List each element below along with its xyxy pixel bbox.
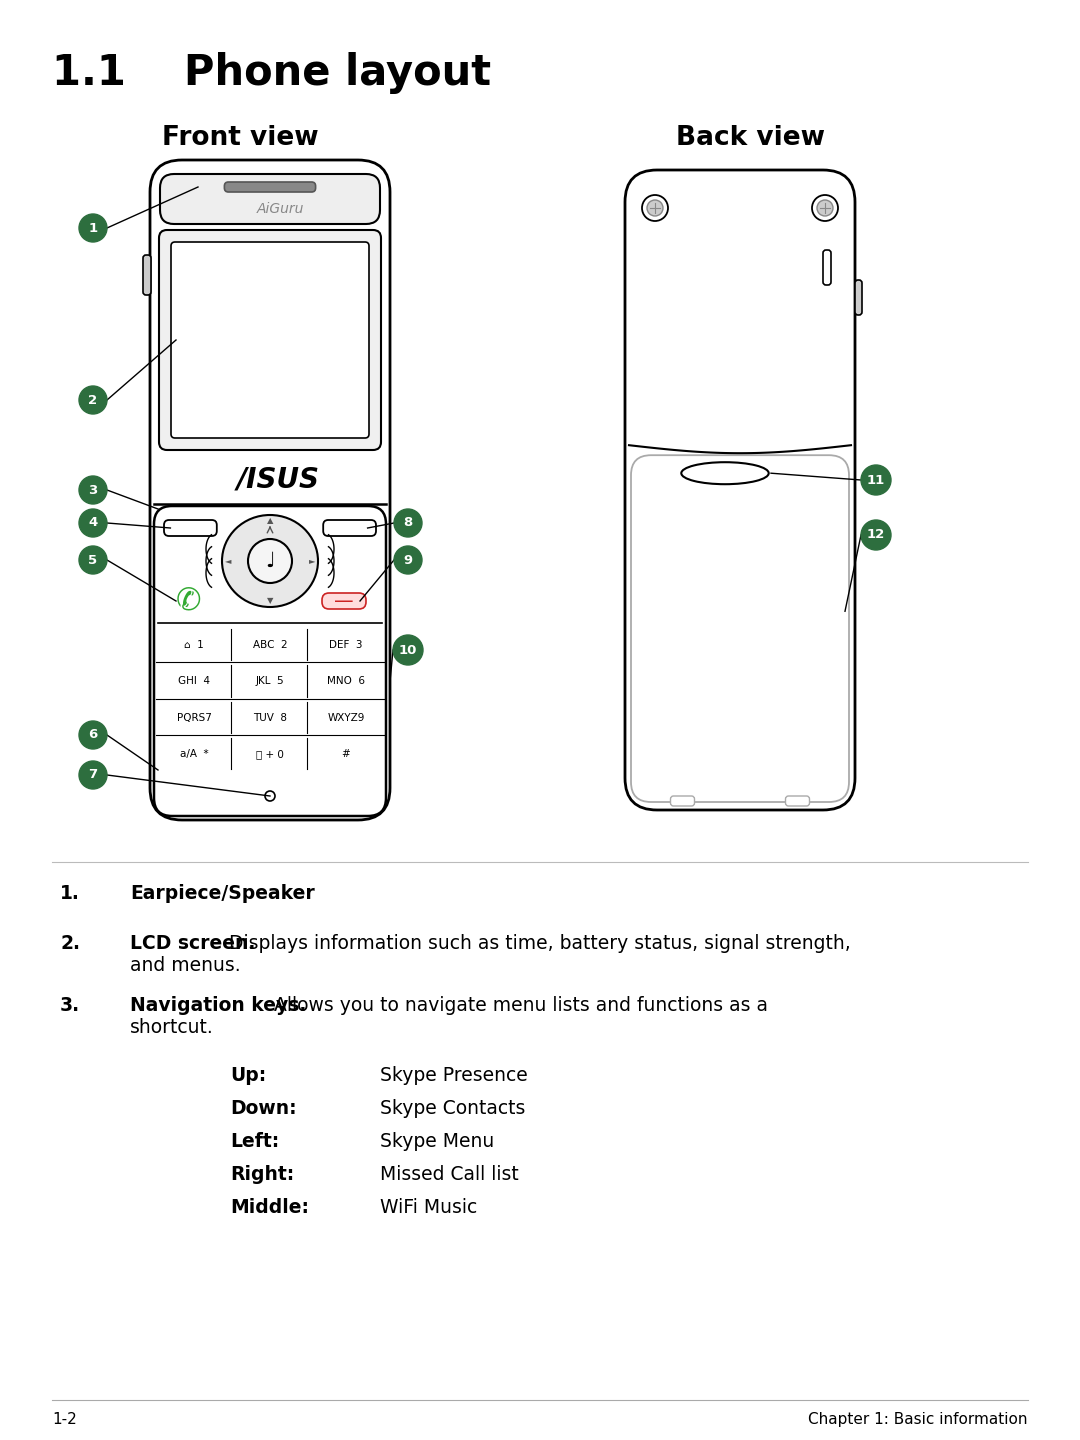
Text: Allows you to navigate menu lists and functions as a: Allows you to navigate menu lists and fu… — [268, 996, 768, 1015]
Text: 11: 11 — [867, 474, 886, 487]
FancyBboxPatch shape — [143, 255, 151, 295]
Text: 5: 5 — [89, 553, 97, 566]
FancyBboxPatch shape — [785, 796, 810, 806]
Text: Navigation keys.: Navigation keys. — [130, 996, 307, 1015]
Text: Missed Call list: Missed Call list — [380, 1165, 518, 1184]
Text: /ISUS: /ISUS — [237, 467, 320, 494]
Text: PQRS7: PQRS7 — [176, 713, 212, 723]
Circle shape — [248, 539, 292, 583]
Circle shape — [79, 546, 107, 575]
Text: GHI  4: GHI 4 — [178, 677, 210, 687]
Text: 2.: 2. — [60, 935, 80, 953]
Text: 7: 7 — [89, 769, 97, 782]
Text: Front view: Front view — [162, 125, 319, 151]
Text: Chapter 1: Basic information: Chapter 1: Basic information — [809, 1413, 1028, 1427]
Text: 3.: 3. — [60, 996, 80, 1015]
Text: 8: 8 — [403, 517, 413, 530]
FancyBboxPatch shape — [855, 279, 862, 315]
Text: 1.: 1. — [60, 884, 80, 903]
Circle shape — [647, 200, 663, 216]
Circle shape — [642, 194, 669, 220]
FancyBboxPatch shape — [154, 505, 386, 816]
Circle shape — [394, 508, 422, 537]
Text: Middle:: Middle: — [230, 1198, 309, 1217]
Text: 1.1    Phone layout: 1.1 Phone layout — [52, 52, 491, 94]
Circle shape — [79, 215, 107, 242]
Text: TUV  8: TUV 8 — [253, 713, 287, 723]
Circle shape — [79, 721, 107, 749]
Circle shape — [812, 194, 838, 220]
Text: 1-2: 1-2 — [52, 1413, 77, 1427]
Text: Up:: Up: — [230, 1066, 267, 1084]
Circle shape — [393, 635, 423, 665]
Text: Back view: Back view — [675, 125, 824, 151]
Text: ✆: ✆ — [175, 586, 201, 615]
FancyBboxPatch shape — [625, 170, 855, 809]
FancyBboxPatch shape — [159, 230, 381, 449]
Text: and menus.: and menus. — [130, 956, 241, 975]
FancyBboxPatch shape — [150, 160, 390, 819]
FancyBboxPatch shape — [323, 520, 376, 536]
Text: Skype Presence: Skype Presence — [380, 1066, 528, 1084]
Text: Skype Menu: Skype Menu — [380, 1132, 495, 1151]
Circle shape — [861, 465, 891, 495]
Text: ►: ► — [309, 556, 315, 566]
Circle shape — [265, 791, 275, 801]
Text: DEF  3: DEF 3 — [329, 641, 363, 649]
Text: 4: 4 — [89, 517, 97, 530]
Text: shortcut.: shortcut. — [130, 1018, 214, 1037]
Text: ◄: ◄ — [225, 556, 231, 566]
FancyBboxPatch shape — [171, 242, 369, 438]
Text: 3: 3 — [89, 484, 97, 497]
Text: ⎵ + 0: ⎵ + 0 — [256, 749, 284, 759]
FancyBboxPatch shape — [225, 181, 315, 192]
Text: ▼: ▼ — [267, 596, 273, 605]
Ellipse shape — [222, 516, 318, 608]
Text: AiGuru: AiGuru — [256, 202, 303, 216]
Text: Earpiece/Speaker: Earpiece/Speaker — [130, 884, 314, 903]
Circle shape — [861, 520, 891, 550]
Text: 1: 1 — [89, 222, 97, 235]
Text: LCD screen.: LCD screen. — [130, 935, 255, 953]
Text: 6: 6 — [89, 729, 97, 742]
Circle shape — [394, 546, 422, 575]
Text: Displays information such as time, battery status, signal strength,: Displays information such as time, batte… — [222, 935, 851, 953]
Circle shape — [816, 200, 833, 216]
FancyBboxPatch shape — [631, 455, 849, 802]
FancyBboxPatch shape — [160, 174, 380, 225]
FancyBboxPatch shape — [671, 796, 694, 806]
Circle shape — [79, 508, 107, 537]
Circle shape — [79, 477, 107, 504]
Text: Left:: Left: — [230, 1132, 280, 1151]
Text: 10: 10 — [399, 644, 417, 657]
Text: 2: 2 — [89, 393, 97, 406]
Circle shape — [79, 386, 107, 415]
FancyBboxPatch shape — [164, 520, 217, 536]
Circle shape — [79, 760, 107, 789]
Text: #: # — [341, 749, 350, 759]
FancyBboxPatch shape — [322, 593, 366, 609]
Text: 12: 12 — [867, 528, 886, 541]
Text: Skype Contacts: Skype Contacts — [380, 1099, 525, 1117]
Text: ABC  2: ABC 2 — [253, 641, 287, 649]
Text: Down:: Down: — [230, 1099, 297, 1117]
Text: ▲: ▲ — [267, 517, 273, 526]
Text: a/A  *: a/A * — [179, 749, 208, 759]
Text: MNO  6: MNO 6 — [327, 677, 365, 687]
Ellipse shape — [681, 462, 769, 484]
Text: ♩: ♩ — [265, 552, 275, 572]
Text: —: — — [334, 592, 354, 611]
Text: WiFi Music: WiFi Music — [380, 1198, 477, 1217]
Text: JKL  5: JKL 5 — [256, 677, 284, 687]
FancyBboxPatch shape — [823, 251, 831, 285]
Text: Right:: Right: — [230, 1165, 294, 1184]
Text: WXYZ9: WXYZ9 — [327, 713, 365, 723]
Text: ⌂  1: ⌂ 1 — [184, 641, 204, 649]
Text: 9: 9 — [404, 553, 413, 566]
